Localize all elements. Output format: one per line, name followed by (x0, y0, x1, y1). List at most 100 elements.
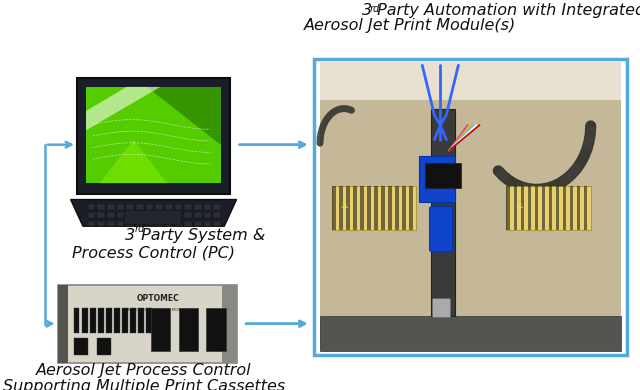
FancyBboxPatch shape (122, 308, 128, 333)
FancyBboxPatch shape (165, 213, 173, 218)
FancyBboxPatch shape (58, 285, 237, 363)
Text: rd: rd (370, 4, 380, 14)
FancyBboxPatch shape (175, 213, 182, 218)
FancyBboxPatch shape (213, 213, 221, 218)
FancyBboxPatch shape (88, 204, 95, 210)
FancyBboxPatch shape (419, 156, 456, 202)
Polygon shape (86, 87, 161, 130)
FancyBboxPatch shape (374, 186, 378, 230)
Polygon shape (147, 87, 221, 145)
FancyBboxPatch shape (88, 221, 95, 226)
FancyBboxPatch shape (165, 204, 173, 210)
FancyBboxPatch shape (124, 210, 182, 224)
FancyBboxPatch shape (97, 204, 105, 210)
Text: 3: 3 (362, 3, 372, 18)
FancyBboxPatch shape (353, 186, 356, 230)
FancyBboxPatch shape (184, 213, 192, 218)
FancyBboxPatch shape (130, 308, 136, 333)
FancyBboxPatch shape (146, 213, 154, 218)
FancyBboxPatch shape (204, 221, 211, 226)
FancyBboxPatch shape (97, 213, 105, 218)
Text: OPTOMEC: OPTOMEC (136, 294, 179, 303)
FancyBboxPatch shape (339, 186, 342, 230)
Text: Process Control (PC): Process Control (PC) (72, 246, 235, 261)
FancyBboxPatch shape (206, 308, 226, 351)
Text: rd: rd (134, 224, 145, 234)
FancyBboxPatch shape (82, 308, 88, 333)
FancyBboxPatch shape (58, 285, 68, 363)
FancyBboxPatch shape (548, 186, 552, 230)
FancyBboxPatch shape (520, 186, 524, 230)
Text: ⚠: ⚠ (515, 202, 523, 211)
FancyBboxPatch shape (107, 213, 115, 218)
FancyBboxPatch shape (151, 308, 170, 351)
FancyBboxPatch shape (194, 221, 202, 226)
FancyBboxPatch shape (213, 204, 221, 210)
FancyBboxPatch shape (506, 186, 591, 230)
FancyBboxPatch shape (77, 78, 230, 193)
FancyBboxPatch shape (138, 308, 144, 333)
FancyBboxPatch shape (74, 338, 88, 355)
FancyBboxPatch shape (388, 186, 392, 230)
FancyBboxPatch shape (156, 213, 163, 218)
FancyBboxPatch shape (213, 221, 221, 226)
FancyBboxPatch shape (577, 186, 580, 230)
FancyBboxPatch shape (425, 163, 461, 188)
FancyBboxPatch shape (556, 186, 559, 230)
FancyBboxPatch shape (106, 308, 112, 333)
Text: Party Automation with Integrated: Party Automation with Integrated (372, 3, 640, 18)
FancyBboxPatch shape (332, 186, 416, 230)
FancyBboxPatch shape (320, 62, 621, 100)
FancyBboxPatch shape (107, 221, 115, 226)
Text: AEROSOL INTERFACE MODULE: AEROSOL INTERFACE MODULE (127, 308, 189, 312)
FancyBboxPatch shape (146, 221, 154, 226)
FancyBboxPatch shape (346, 186, 349, 230)
FancyBboxPatch shape (86, 87, 221, 183)
Text: Aerosol Jet Process Control: Aerosol Jet Process Control (36, 363, 252, 378)
FancyBboxPatch shape (126, 221, 134, 226)
FancyBboxPatch shape (563, 186, 566, 230)
FancyBboxPatch shape (332, 186, 335, 230)
FancyBboxPatch shape (194, 213, 202, 218)
FancyBboxPatch shape (320, 62, 621, 351)
FancyBboxPatch shape (165, 221, 173, 226)
FancyBboxPatch shape (534, 186, 538, 230)
FancyBboxPatch shape (116, 213, 124, 218)
Text: Party System &: Party System & (136, 228, 266, 243)
FancyBboxPatch shape (431, 108, 456, 316)
Text: 3: 3 (125, 228, 135, 243)
FancyBboxPatch shape (156, 221, 163, 226)
FancyBboxPatch shape (184, 204, 192, 210)
FancyBboxPatch shape (98, 308, 104, 333)
FancyBboxPatch shape (527, 186, 531, 230)
FancyBboxPatch shape (126, 213, 134, 218)
FancyBboxPatch shape (506, 186, 510, 230)
FancyBboxPatch shape (409, 186, 413, 230)
FancyBboxPatch shape (179, 308, 198, 351)
FancyBboxPatch shape (156, 204, 163, 210)
FancyBboxPatch shape (360, 186, 364, 230)
FancyBboxPatch shape (136, 221, 143, 226)
Text: Supporting Multiple Print Cassettes: Supporting Multiple Print Cassettes (3, 379, 285, 390)
Polygon shape (70, 200, 237, 226)
FancyBboxPatch shape (320, 316, 621, 351)
FancyBboxPatch shape (97, 221, 105, 226)
FancyBboxPatch shape (223, 285, 237, 363)
FancyBboxPatch shape (381, 186, 385, 230)
FancyBboxPatch shape (107, 204, 115, 210)
FancyBboxPatch shape (175, 204, 182, 210)
FancyBboxPatch shape (513, 186, 517, 230)
FancyBboxPatch shape (204, 204, 211, 210)
FancyBboxPatch shape (74, 308, 79, 333)
FancyBboxPatch shape (396, 186, 399, 230)
FancyBboxPatch shape (402, 186, 406, 230)
FancyBboxPatch shape (114, 308, 120, 333)
FancyBboxPatch shape (88, 213, 95, 218)
FancyBboxPatch shape (175, 221, 182, 226)
FancyBboxPatch shape (146, 204, 154, 210)
FancyBboxPatch shape (433, 299, 451, 317)
FancyBboxPatch shape (367, 186, 371, 230)
FancyBboxPatch shape (116, 204, 124, 210)
FancyBboxPatch shape (147, 308, 152, 333)
FancyBboxPatch shape (97, 338, 111, 355)
